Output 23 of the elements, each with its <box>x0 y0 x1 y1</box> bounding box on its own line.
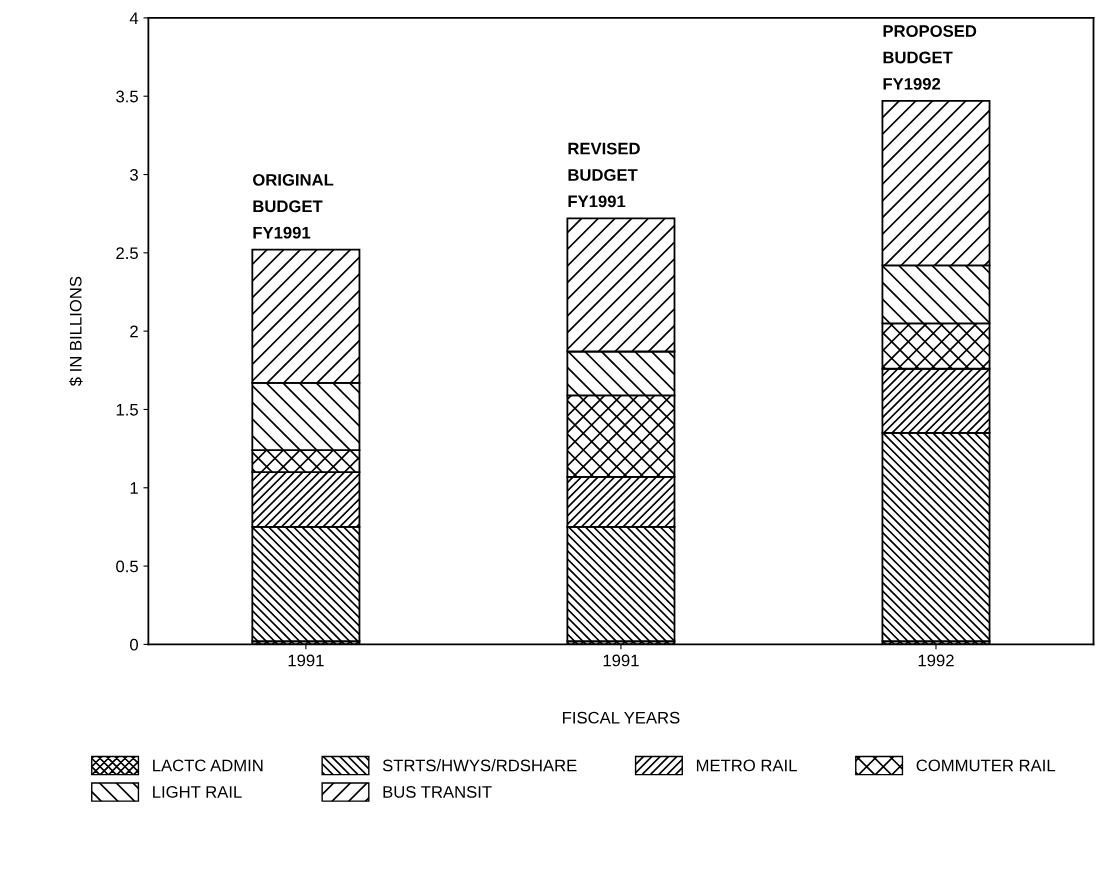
legend-label: COMMUTER RAIL <box>916 759 1056 772</box>
legend-label: LIGHT RAIL <box>153 786 242 798</box>
legend-label: METRO RAIL <box>696 759 797 772</box>
y-tick-label: 4 <box>129 12 139 24</box>
annotation: PROPOSED BUDGET FY1992 <box>883 25 977 90</box>
legend-label: LACTC ADMIN <box>153 759 263 772</box>
y-tick-label: 1 <box>130 482 138 494</box>
y-tick-label: 3 <box>130 168 138 181</box>
x-tick-label: 1991 <box>288 654 324 667</box>
legend-label: STRTS/HWYS/RDSHARE <box>382 759 577 772</box>
annotation: REVISED BUDGET FY1991 <box>568 142 640 208</box>
legend-label: BUS TRANSIT <box>383 786 492 798</box>
y-tick-label: 0 <box>130 638 138 651</box>
y-axis-title: $ IN BILLIONS <box>69 276 83 387</box>
y-tick-label: 3.5 <box>116 90 138 103</box>
annotation: ORIGINAL BUDGET FY1991 <box>253 173 334 239</box>
y-tick-label: 2 <box>130 325 138 338</box>
x-axis-title: FISCAL YEARS <box>563 711 680 724</box>
x-tick-label: 1992 <box>918 654 954 667</box>
y-tick-label: 1.5 <box>116 404 138 416</box>
x-tick-label: 1991 <box>603 654 639 667</box>
y-tick-label: 0.5 <box>116 560 138 573</box>
y-tick-label: 2.5 <box>116 247 138 260</box>
